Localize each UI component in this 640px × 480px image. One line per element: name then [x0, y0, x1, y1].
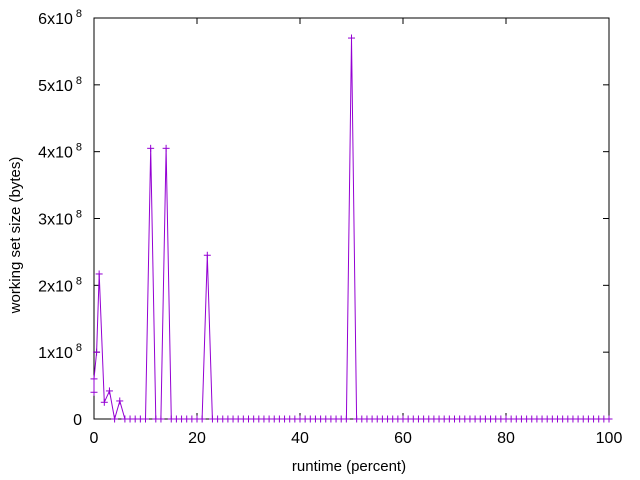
y-tick-label-exponent: 8	[76, 209, 82, 221]
x-tick-label: 100	[596, 430, 623, 447]
data-point-marker	[605, 415, 613, 423]
y-tick-label-exponent: 8	[76, 275, 82, 287]
data-point-marker	[203, 251, 211, 259]
series-line	[93, 38, 609, 420]
x-tick-label: 0	[90, 430, 99, 447]
y-tick-label: 2x10 8	[38, 275, 82, 295]
y-tick-label-base: 1x10	[38, 345, 73, 362]
x-tick-label: 20	[188, 430, 206, 447]
data-point-marker	[348, 34, 355, 42]
data-point-marker	[93, 348, 101, 356]
y-tick-label-exponent: 8	[76, 75, 82, 87]
x-tick-label: 80	[497, 430, 515, 447]
y-tick-label-exponent: 8	[76, 142, 82, 154]
data-point-marker	[116, 397, 124, 405]
data-point-marker	[157, 415, 165, 423]
y-tick-label-base: 5x10	[38, 78, 73, 95]
data-point-marker	[198, 415, 206, 423]
y-tick-label-exponent: 8	[76, 342, 82, 354]
y-tick-label: 1x10 8	[38, 342, 82, 362]
y-tick-label-base: 2x10	[38, 278, 73, 295]
data-point-marker	[90, 375, 98, 383]
y-tick-label: 3x10 8	[38, 209, 82, 229]
y-tick-label: 5x10 8	[38, 75, 82, 95]
y-tick-label: 4x10 8	[38, 142, 82, 162]
data-point-marker	[105, 387, 113, 395]
y-tick-label-base: 6x10	[38, 11, 73, 28]
y-tick-label: 6x10 8	[38, 8, 82, 28]
y-tick-label: 0	[73, 412, 82, 429]
data-point-marker	[147, 144, 155, 152]
x-tick-label: 40	[291, 430, 309, 447]
series-layer	[90, 34, 613, 423]
data-point-marker	[90, 388, 98, 396]
data-point-marker	[111, 415, 119, 423]
y-tick-label-base: 4x10	[38, 145, 73, 162]
x-axis-title: runtime (percent)	[292, 458, 406, 475]
data-point-marker	[100, 398, 108, 406]
y-axis-title: working set size (bytes)	[7, 157, 24, 315]
data-point-marker	[95, 270, 103, 278]
data-point-marker	[342, 415, 350, 423]
y-tick-label-base: 0	[73, 412, 82, 429]
x-tick-label: 60	[394, 430, 412, 447]
y-tick-label-base: 3x10	[38, 212, 73, 229]
data-point-marker	[142, 415, 149, 423]
y-tick-label-exponent: 8	[76, 8, 82, 20]
plot-frame	[93, 17, 610, 420]
data-point-marker	[162, 144, 170, 152]
